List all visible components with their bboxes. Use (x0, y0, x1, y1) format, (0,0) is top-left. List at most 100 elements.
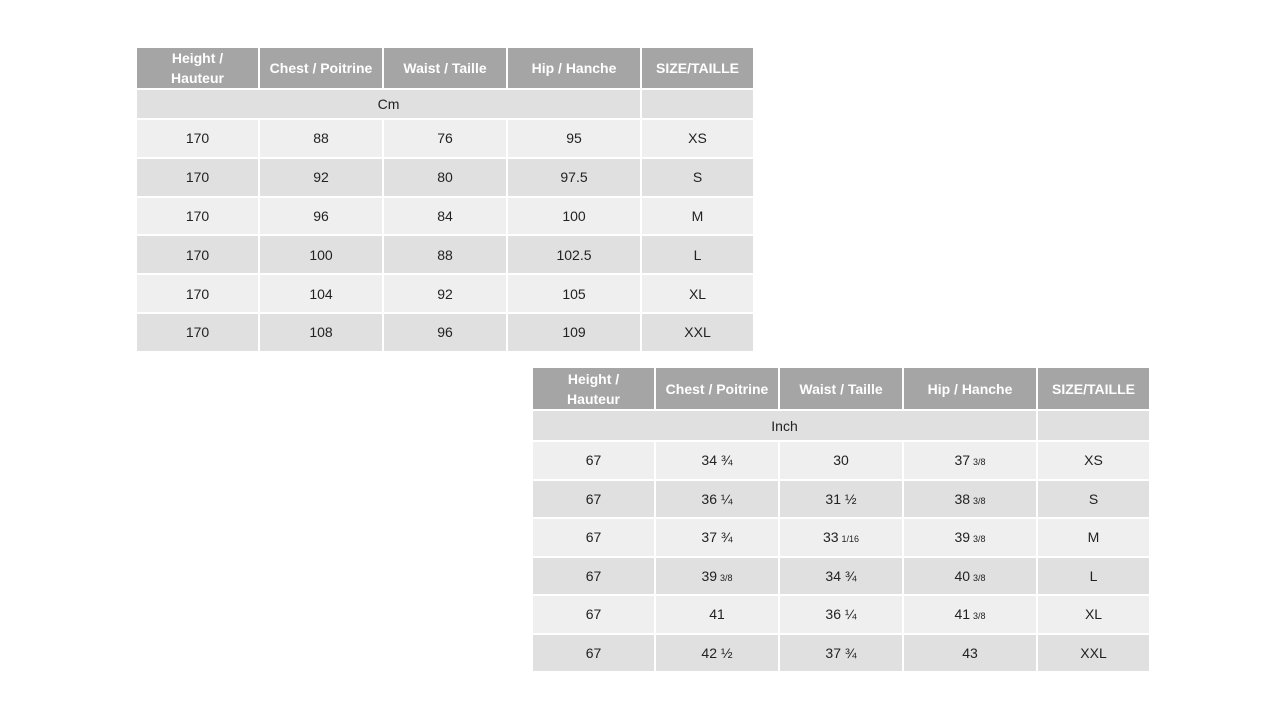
cell-value: 170 (185, 169, 210, 186)
table-cell: XS (640, 118, 755, 159)
cell-value: 108 (309, 324, 333, 341)
cell-value: 37 ¾ (825, 644, 857, 661)
table-cell: 88 (258, 118, 384, 159)
cell-value: 67 (585, 644, 602, 661)
cell-value: 37 (954, 452, 971, 469)
table-cell: XL (1036, 594, 1151, 635)
table-cell: 67 (531, 478, 656, 519)
table-cell: 31 ½ (778, 478, 904, 519)
cell-value: 96 (313, 207, 329, 224)
cell-value: 67 (585, 606, 602, 623)
cell-value: 67 (585, 452, 602, 469)
table-cell: 34 ¾ (654, 440, 780, 481)
table-cell: 100 (258, 234, 384, 276)
table-cell: 96 (258, 195, 384, 237)
header-row: Height / Hauteur Chest / Poitrine Waist / … (135, 46, 755, 90)
cell-value: 80 (437, 169, 453, 186)
column-header: Waist / Taille (382, 46, 508, 90)
cell-value: XL (688, 285, 707, 302)
cell-value: 36 ¼ (825, 606, 857, 623)
cell-value: 67 (585, 567, 602, 584)
table-row: 67 41 36 ¼ 41 3/8 XL (531, 594, 1151, 635)
cell-value: 100 (562, 207, 586, 224)
table-cell: 67 (531, 517, 656, 558)
cell-value: 31 ½ (825, 490, 857, 507)
cell-value: 39 (701, 567, 718, 584)
table-cell: 67 (531, 594, 656, 635)
cell-value: 67 (585, 490, 602, 507)
table-cell: M (640, 195, 755, 237)
table-cell: 67 (531, 632, 656, 673)
table-cell: XXL (1036, 632, 1151, 673)
cell-fraction: 3/8 (973, 457, 986, 468)
table-cell: 109 (506, 311, 642, 353)
table-cell: 30 (778, 440, 904, 481)
table-row: 67 37 ¾ 33 1/16 39 3/8 M (531, 517, 1151, 558)
table-row: 170 108 96 109 XXL (135, 311, 755, 353)
table-cell: 105 (506, 273, 642, 314)
cell-value: 36 ¼ (701, 490, 733, 507)
table-cell: 84 (382, 195, 508, 237)
cell-value: 92 (313, 169, 329, 186)
table-row: 170 88 76 95 XS (135, 118, 755, 159)
cell-value: XL (1084, 606, 1103, 623)
cell-fraction: 3/8 (720, 572, 733, 583)
cell-value: 97.5 (560, 169, 588, 186)
cell-value: 37 ¾ (701, 529, 733, 546)
table-cell: 34 ¾ (778, 555, 904, 596)
table-row: 170 96 84 100 M (135, 195, 755, 237)
cell-value: 88 (313, 130, 329, 147)
table-cell: 97.5 (506, 156, 642, 198)
cell-value: 39 (954, 529, 971, 546)
table-cell: XS (1036, 440, 1151, 481)
cell-value: 84 (437, 207, 453, 224)
cell-value: 92 (437, 285, 453, 302)
cell-value: 109 (562, 324, 586, 341)
column-header: Hip / Hanche (902, 366, 1038, 411)
cell-value: L (1089, 567, 1098, 584)
table-cell: 170 (135, 234, 260, 276)
table-cell: 76 (382, 118, 508, 159)
column-header: SIZE/TAILLE (1036, 366, 1151, 411)
table-cell: XL (640, 273, 755, 314)
table-cell: 37 ¾ (654, 517, 780, 558)
table-row: 170 100 88 102.5 L (135, 234, 755, 276)
unit-label: Cm (135, 88, 642, 120)
table-cell: 41 (654, 594, 780, 635)
table-cell: 33 1/16 (778, 517, 904, 558)
cell-value: XS (1084, 452, 1103, 469)
table-cell: M (1036, 517, 1151, 558)
table-cell: 104 (258, 273, 384, 314)
cell-value: 100 (309, 246, 333, 263)
table-cell: 67 (531, 555, 656, 596)
cell-fraction: 3/8 (973, 611, 986, 622)
table-cell: 43 (902, 632, 1038, 673)
table-cell: 41 3/8 (902, 594, 1038, 635)
size-chart-inch: Height / Hauteur Chest / Poitrine Waist / … (531, 366, 1151, 673)
cell-value: XXL (684, 324, 711, 341)
table-cell: 37 ¾ (778, 632, 904, 673)
cell-value: 95 (566, 130, 582, 147)
column-header: Height / Hauteur (135, 46, 260, 90)
table-cell: 67 (531, 440, 656, 481)
table-cell: 92 (382, 273, 508, 314)
cell-value: 41 (709, 606, 725, 623)
cell-value: 170 (185, 324, 210, 341)
table-cell: 80 (382, 156, 508, 198)
table-row: 67 42 ½ 37 ¾ 43 XXL (531, 632, 1151, 673)
cell-value: XXL (1080, 644, 1107, 661)
cell-value: S (1088, 490, 1099, 507)
table-cell: 37 3/8 (902, 440, 1038, 481)
table-cell: XXL (640, 311, 755, 353)
table-cell: 96 (382, 311, 508, 353)
cell-value: 34 ¾ (825, 567, 857, 584)
table-cell: 170 (135, 311, 260, 353)
table-row: 67 34 ¾ 30 37 3/8 XS (531, 440, 1151, 481)
table-cell: 95 (506, 118, 642, 159)
table-cell: 100 (506, 195, 642, 237)
table-cell: 92 (258, 156, 384, 198)
cell-value: 34 ¾ (701, 452, 733, 469)
table-cell: 40 3/8 (902, 555, 1038, 596)
cell-value: 33 (822, 529, 839, 546)
unit-empty-cell (1036, 409, 1151, 442)
